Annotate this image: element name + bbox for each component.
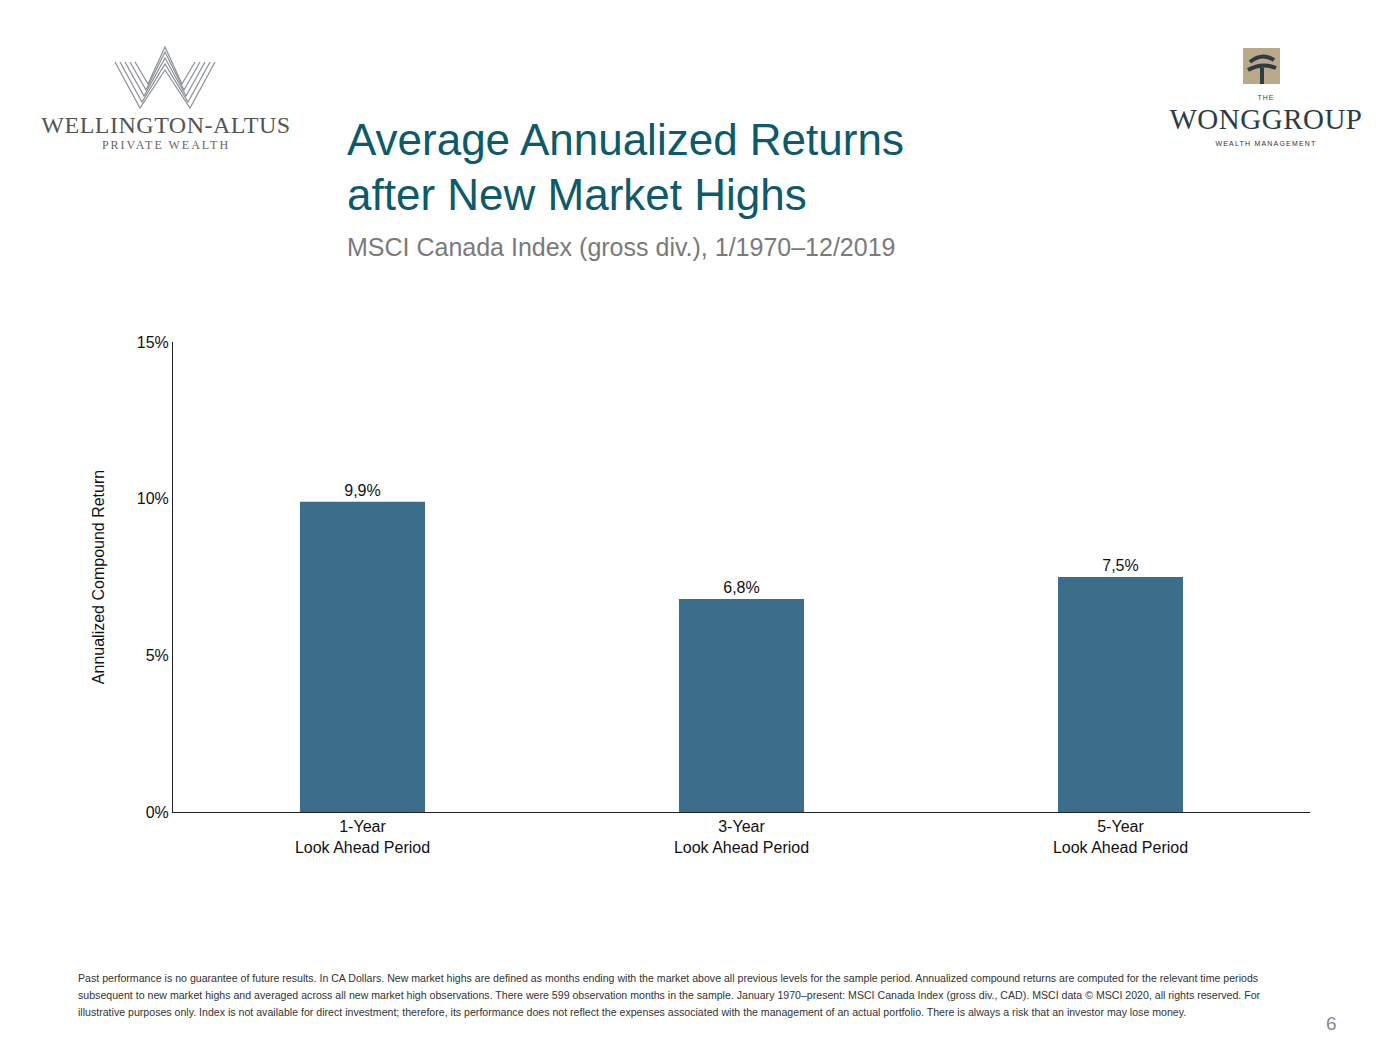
svg-text:6,8%: 6,8% bbox=[723, 579, 759, 596]
svg-text:3-YearLook Ahead Period: 3-YearLook Ahead Period bbox=[674, 818, 809, 856]
svg-text:5%: 5% bbox=[146, 647, 169, 664]
svg-text:15%: 15% bbox=[137, 334, 169, 351]
svg-text:7,5%: 7,5% bbox=[1102, 557, 1138, 574]
html-text:WELLINGTON-ALTUS: WELLINGTON-ALTUS bbox=[41, 112, 291, 138]
html-text:WONGGROUP: WONGGROUP bbox=[1169, 103, 1363, 135]
svg-text:0%: 0% bbox=[146, 804, 169, 821]
html-text:PRIVATE WEALTH: PRIVATE WEALTH bbox=[101, 138, 231, 152]
html-text:THE: THE bbox=[1257, 94, 1275, 101]
svg-text:5-YearLook Ahead Period: 5-YearLook Ahead Period bbox=[1053, 818, 1188, 856]
svg-text:1-YearLook Ahead Period: 1-YearLook Ahead Period bbox=[295, 818, 430, 856]
html-text:WEALTH MANAGEMENT: WEALTH MANAGEMENT bbox=[1215, 140, 1317, 147]
html-text:6: 6 bbox=[1326, 1013, 1337, 1034]
html-text:MSCI Canada Index (gross div.): MSCI Canada Index (gross div.), 1/1970–1… bbox=[347, 233, 896, 261]
svg-text:10%: 10% bbox=[137, 490, 169, 507]
svg-text:9,9%: 9,9% bbox=[344, 482, 380, 499]
svg-text:Annualized Compound Return: Annualized Compound Return bbox=[90, 470, 107, 684]
html-text:Average Annualized Returns aft: Average Annualized Returns after New Mar… bbox=[347, 115, 904, 219]
html-text:Past performance is no guarant: Past performance is no guarantee of futu… bbox=[78, 972, 1261, 1018]
